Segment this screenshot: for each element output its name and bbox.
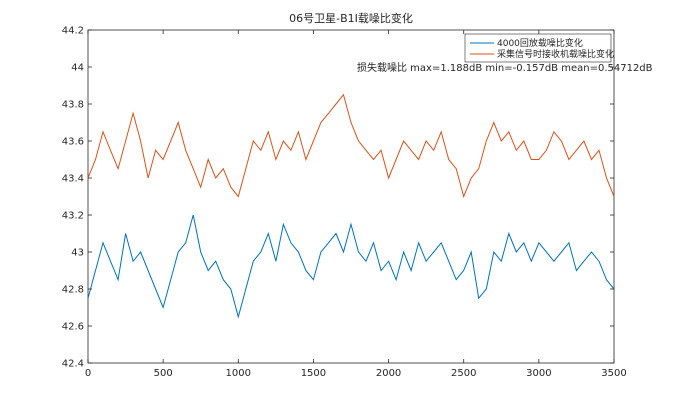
chart-annotation: 损失载噪比 max=1.188dB min=-0.157dB mean=0.54… (357, 61, 653, 74)
series-line-2 (87, 93, 615, 199)
x-tick-label: 500 (154, 368, 173, 379)
axes-box (87, 29, 615, 364)
x-tick-label: 1000 (226, 368, 251, 379)
y-tick-label: 43.2 (62, 211, 84, 222)
x-tick-label: 0 (85, 368, 91, 379)
series-line-1 (87, 214, 615, 319)
chart-title: 06号卫星-B1I载噪比变化 (289, 11, 413, 25)
x-tick-label: 1500 (301, 368, 326, 379)
legend-label-series-2: 采集信号时接收机载噪比变化 (497, 48, 614, 60)
y-tick-label: 43.6 (62, 137, 84, 148)
y-tick-label: 42.4 (62, 359, 84, 370)
legend: 4000回放载噪比变化 采集信号时接收机载噪比变化 (464, 33, 614, 63)
y-tick-label: 43 (71, 248, 84, 259)
x-tick-label: 2500 (451, 368, 476, 379)
y-tick-label: 43.8 (62, 100, 84, 111)
plot-area: 0 500 1000 1500 2000 2500 3000 3500 42.4 42.6 42.8… (62, 26, 627, 380)
legend-label-series-1: 4000回放载噪比变化 (497, 37, 583, 49)
y-tick-label: 42.6 (62, 322, 84, 333)
legend-box (464, 33, 612, 63)
y-tick-label: 44.2 (62, 26, 84, 37)
tick-layer: 0 500 1000 1500 2000 2500 3000 3500 42.4 42.6 42.8… (62, 26, 627, 380)
series-layer (87, 93, 615, 319)
x-tick-label: 2000 (376, 368, 401, 379)
y-tick-label: 43.4 (62, 174, 84, 185)
y-tick-label: 42.8 (62, 285, 84, 296)
x-tick-label: 3500 (601, 368, 626, 379)
x-tick-label: 3000 (526, 368, 551, 379)
y-tick-label: 44 (71, 63, 84, 74)
